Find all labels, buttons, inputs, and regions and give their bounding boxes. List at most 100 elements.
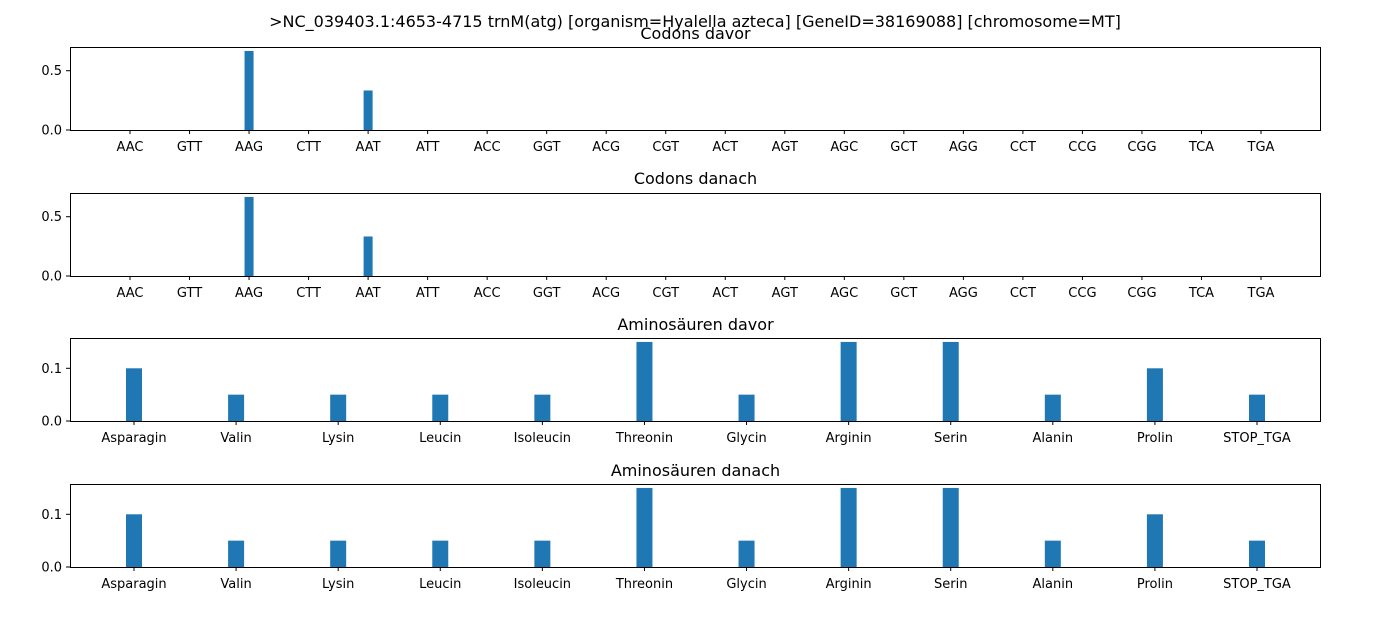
x-tick-label: Alanin (1033, 577, 1074, 592)
x-tick-label: CTT (296, 286, 321, 301)
x-tick-label: AGT (772, 140, 798, 155)
y-tick-label: 0.0 (41, 270, 62, 285)
x-tick-label: Prolin (1137, 577, 1173, 592)
y-tick-label: 0.0 (41, 561, 62, 576)
figure-suptitle: >NC_039403.1:4653-4715 trnM(atg) [organi… (269, 12, 1121, 32)
bar-asparagin (126, 368, 142, 421)
bar-alanin (1044, 540, 1061, 567)
axes-frame (70, 193, 1321, 277)
x-tick-label: Asparagin (101, 431, 166, 446)
bar-alanin (1044, 394, 1061, 421)
x-tick-label: AGC (830, 286, 858, 301)
bar-serin (942, 341, 959, 421)
x-tick-label: Glycin (726, 431, 766, 446)
bar-serin (942, 487, 959, 567)
x-tick-label: CCG (1068, 286, 1096, 301)
y-tick-label: 0.5 (41, 64, 62, 79)
x-tick-label: AAT (356, 140, 381, 155)
x-tick-label: GGT (533, 140, 561, 155)
x-tick-label: Prolin (1137, 431, 1173, 446)
bar-leucin (432, 540, 449, 567)
x-tick-label: AGT (772, 286, 798, 301)
bar-asparagin (126, 514, 142, 567)
x-tick-label: CTT (296, 140, 321, 155)
bar-aat (363, 236, 373, 276)
x-tick-label: TGA (1247, 286, 1275, 301)
bar-lysin (330, 394, 347, 421)
bar-threonin (636, 487, 653, 567)
x-tick-label: GTT (177, 286, 202, 301)
bar-prolin (1146, 368, 1163, 421)
x-tick-label: Lysin (322, 431, 354, 446)
x-tick-label: ACT (712, 140, 738, 155)
x-tick-label: AAT (356, 286, 381, 301)
x-tick-label: AAC (117, 286, 144, 301)
bar-aag (244, 50, 254, 131)
bar-arginin (840, 341, 857, 421)
bar-valin (228, 540, 245, 567)
x-tick-label: GGT (533, 286, 561, 301)
x-tick-label: CCT (1010, 286, 1036, 301)
x-tick-label: Valin (220, 577, 251, 592)
y-tick-label: 0.0 (41, 415, 62, 430)
subplot-3: Aminosäuren davor Asparagin Valin Lysin Leuc… (41, 315, 1321, 446)
x-tick-label: TCA (1188, 286, 1214, 301)
x-tick-label: ACC (474, 286, 501, 301)
x-tick-label: STOP_TGA (1223, 431, 1291, 446)
subplot-4: Aminosäuren danach Asparagin Valin Lysin Leu… (41, 461, 1321, 592)
axes-frame (70, 47, 1321, 131)
axes-frame (70, 338, 1321, 422)
x-tick-label: Leucin (419, 577, 461, 592)
x-tick-label: Serin (934, 431, 967, 446)
x-tick-label: TCA (1188, 140, 1214, 155)
x-tick-label: AGG (949, 286, 978, 301)
x-tick-label: ACT (712, 286, 738, 301)
bar-stop_tga (1249, 394, 1265, 421)
x-tick-label: TGA (1247, 140, 1275, 155)
bar-valin (228, 394, 245, 421)
x-tick-label: AAG (235, 286, 263, 301)
x-tick-label: ACG (592, 140, 620, 155)
x-tick-label: Threonin (615, 431, 673, 446)
subplot-title: Aminosäuren danach (611, 461, 780, 480)
x-tick-label: Lysin (322, 577, 354, 592)
x-tick-label: Glycin (726, 577, 766, 592)
x-tick-label: CCT (1010, 140, 1036, 155)
subplot-1: Codons davor AAC GTT AAG CTT AAT ATT ACC GGT ACG C… (41, 24, 1321, 155)
x-tick-label: AGC (830, 140, 858, 155)
subplot-title: Aminosäuren davor (617, 315, 774, 334)
x-tick-label: AAC (117, 140, 144, 155)
x-tick-label: Isoleucin (514, 431, 571, 446)
x-tick-label: Threonin (615, 577, 673, 592)
axes-frame (70, 484, 1321, 568)
x-tick-label: CGT (652, 140, 679, 155)
x-tick-label: Valin (220, 431, 251, 446)
x-tick-label: ACC (474, 140, 501, 155)
x-tick-label: ACG (592, 286, 620, 301)
y-tick-label: 0.1 (41, 362, 62, 377)
bar-aat (363, 90, 373, 130)
bar-prolin (1146, 514, 1163, 567)
subplot-title: Codons danach (634, 169, 757, 188)
x-tick-label: CGT (652, 286, 679, 301)
bar-glycin (738, 540, 755, 567)
x-tick-label: CGG (1127, 140, 1156, 155)
subplot-2: Codons danach AAC GTT AAG CTT AAT ATT ACC GGT ACG… (41, 169, 1321, 301)
x-tick-label: Isoleucin (514, 577, 571, 592)
x-tick-label: ATT (416, 286, 440, 301)
x-tick-label: Arginin (826, 431, 872, 446)
x-tick-label: Alanin (1033, 431, 1074, 446)
bar-stop_tga (1249, 540, 1265, 567)
x-tick-label: Asparagin (101, 577, 166, 592)
bar-isoleucin (534, 394, 551, 421)
x-tick-label: AGG (949, 140, 978, 155)
y-tick-label: 0.1 (41, 508, 62, 523)
x-tick-label: Arginin (826, 577, 872, 592)
x-tick-label: ATT (416, 140, 440, 155)
y-tick-label: 0.0 (41, 124, 62, 139)
x-tick-label: Serin (934, 577, 967, 592)
bar-arginin (840, 487, 857, 567)
bar-isoleucin (534, 540, 551, 567)
